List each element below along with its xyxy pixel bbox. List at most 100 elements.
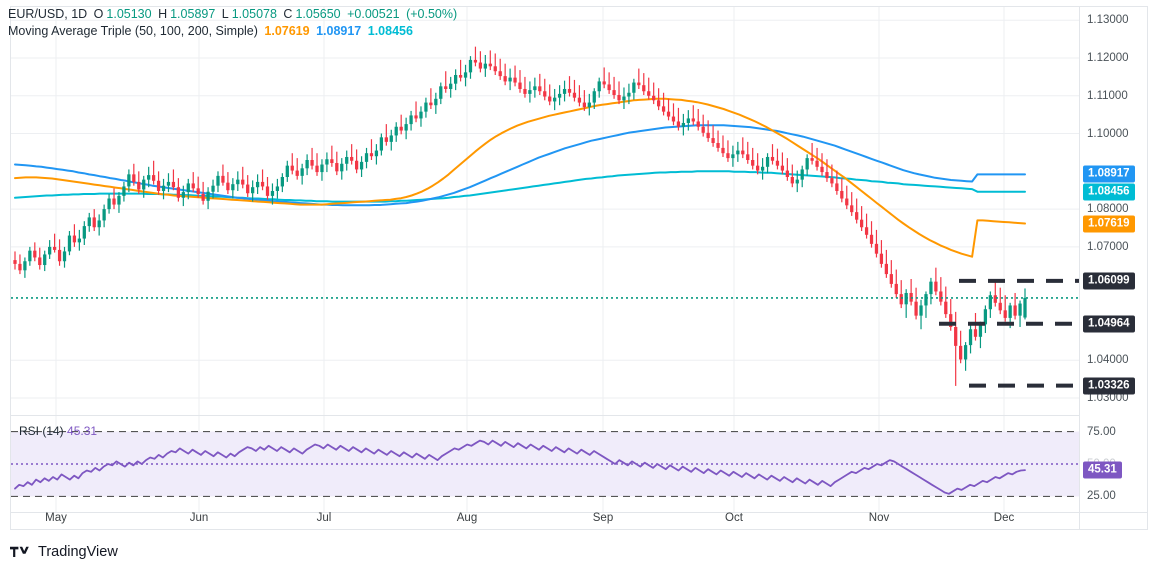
candle-body — [567, 88, 572, 93]
candle-body — [320, 164, 324, 173]
price-axis[interactable]: 1.13000 1.12000 1.11000 1.10000 1.08000 1.070… — [1079, 7, 1158, 415]
candle-body — [92, 217, 96, 228]
candle-body — [746, 154, 750, 160]
rsi-axis-badge[interactable]: 45.31 — [1083, 461, 1122, 479]
candle-body — [988, 295, 992, 310]
candle-body — [97, 220, 101, 228]
time-axis-divider — [11, 512, 1147, 513]
price-axis-badge-support[interactable]: 1.04964 — [1083, 315, 1135, 333]
candle-body — [57, 249, 62, 262]
candle-body — [62, 251, 67, 262]
price-axis-divider — [1079, 7, 1080, 529]
candle-body — [305, 160, 309, 169]
candle-body — [864, 227, 869, 235]
candle-body — [1023, 297, 1027, 318]
candle-body — [666, 111, 671, 117]
candle-body — [701, 126, 705, 133]
candle-body — [805, 158, 809, 170]
price-axis-badge-ma200[interactable]: 1.08456 — [1083, 183, 1135, 201]
candle-body — [483, 63, 487, 69]
candle-body — [929, 281, 933, 295]
candle-body — [726, 153, 730, 159]
candle-body — [869, 234, 874, 244]
candle-body — [359, 161, 364, 170]
candle-body — [820, 166, 824, 173]
price-axis-badge-low[interactable]: 1.03326 — [1083, 377, 1135, 395]
candle-body — [330, 159, 334, 164]
candle-body — [399, 126, 403, 131]
candle-body — [345, 156, 349, 164]
candle-body — [236, 179, 240, 185]
candle-body — [478, 62, 483, 69]
candle-body — [280, 177, 284, 187]
candle-body — [463, 72, 468, 78]
chart-frame: RSI (14) 45.31 — [10, 6, 1148, 530]
candle-body — [315, 165, 319, 173]
candle-body — [325, 159, 329, 165]
candle-body — [894, 283, 898, 295]
candle-body — [968, 329, 973, 346]
tradingview-logo[interactable]: TradingView — [10, 544, 118, 560]
candle-body — [993, 295, 997, 303]
candle-body — [82, 226, 86, 239]
candle-body — [117, 195, 121, 205]
candle-body — [23, 261, 27, 271]
candle-body — [444, 86, 448, 89]
candle-body — [122, 186, 126, 196]
candle-body — [265, 186, 270, 196]
candle-body — [617, 95, 621, 101]
price-series-layer — [11, 7, 1079, 415]
candle-body — [181, 192, 185, 198]
candle-body — [260, 181, 265, 187]
candle-body — [151, 175, 156, 181]
candle-body — [840, 190, 844, 199]
candle-body — [686, 118, 690, 123]
candle-body — [369, 153, 374, 157]
candle-body — [513, 77, 517, 83]
price-axis-tick: 1.10000 — [1087, 127, 1129, 140]
rsi-pane[interactable]: RSI (14) 45.31 — [11, 416, 1079, 512]
time-axis-tick: May — [45, 512, 67, 524]
candle-body — [147, 175, 151, 180]
time-axis[interactable]: May Jun Jul Aug Sep Oct Nov Dec — [10, 512, 1148, 532]
candle-body — [934, 281, 938, 292]
candle-body — [800, 169, 804, 180]
candle-body — [780, 165, 785, 171]
candle-body — [142, 179, 146, 190]
candle-body — [1008, 305, 1012, 318]
candle-body — [963, 345, 968, 360]
tradingview-wordmark: TradingView — [38, 544, 118, 560]
candle-body — [350, 156, 354, 161]
price-pane[interactable] — [11, 7, 1079, 415]
candle-body — [661, 106, 666, 112]
candle-body — [622, 96, 626, 101]
rsi-axis-tick: 25.00 — [1087, 490, 1116, 503]
candle-body — [830, 178, 834, 184]
candle-body — [954, 326, 958, 346]
price-axis-badge-ma50[interactable]: 1.07619 — [1083, 215, 1135, 232]
candle-body — [77, 238, 81, 243]
price-axis-badge-ma100[interactable]: 1.08917 — [1083, 165, 1135, 183]
candle-body — [696, 121, 700, 127]
candle-body — [389, 135, 393, 142]
time-axis-tick: Aug — [456, 512, 478, 524]
candle-body — [310, 160, 314, 166]
candle-body — [553, 97, 557, 102]
candle-body — [434, 98, 438, 106]
candle-body — [538, 86, 542, 92]
candle-body — [48, 246, 52, 255]
candle-body — [285, 165, 289, 177]
candle-body — [557, 93, 562, 98]
candle-body — [548, 96, 552, 102]
candle-body — [166, 181, 171, 186]
candle-body — [137, 181, 141, 190]
candle-body — [216, 175, 220, 186]
price-axis-badge-resistance[interactable]: 1.06099 — [1083, 272, 1135, 290]
candle-body — [503, 76, 507, 82]
candle-body — [404, 124, 408, 131]
candle-body — [251, 187, 255, 194]
candle-body — [597, 81, 601, 92]
candle-body — [939, 291, 943, 302]
pane-divider[interactable] — [11, 415, 1079, 416]
